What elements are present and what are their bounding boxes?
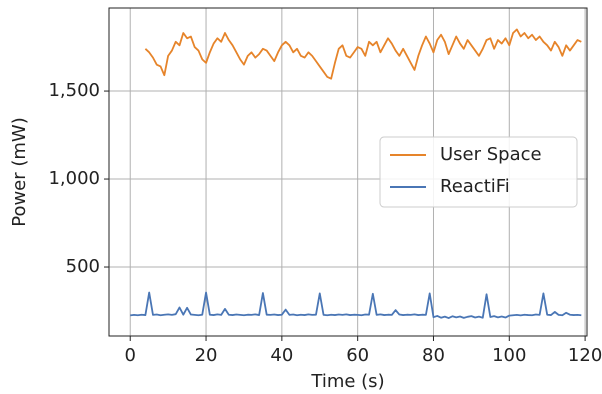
series-line	[144, 28, 582, 80]
plot-frame	[108, 7, 588, 337]
legend-label: User Space	[440, 144, 542, 165]
x-tick-label: 20	[195, 345, 218, 366]
series-line	[130, 291, 582, 319]
x-tick-label: 40	[270, 345, 293, 366]
x-tick-label: 0	[125, 345, 136, 366]
y-tick-label: 1,000	[48, 168, 100, 189]
x-axis-label: Time (s)	[310, 371, 384, 392]
legend-label: ReactiFi	[440, 176, 510, 197]
x-tick-label: 100	[492, 345, 526, 366]
x-tick-label: 60	[346, 345, 369, 366]
y-tick-label: 500	[66, 256, 100, 277]
y-axis-label: Power (mW)	[9, 117, 30, 227]
legend-box	[379, 136, 578, 208]
x-tick-label: 120	[568, 345, 602, 366]
legend: User Space ReactiFi	[379, 136, 578, 208]
x-tick-label: 80	[422, 345, 445, 366]
y-tick-label: 1,500	[48, 80, 100, 101]
